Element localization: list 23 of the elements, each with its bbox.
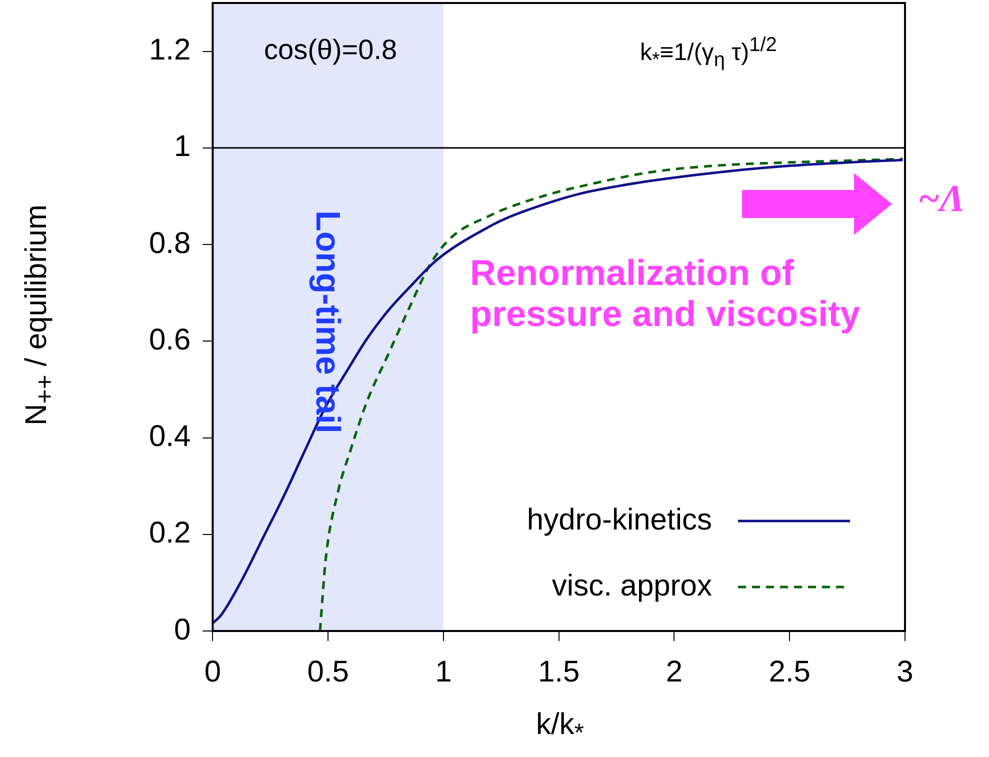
x-tick-label: 0.5 [307,655,349,688]
annotation: cos(θ)=0.8 [264,34,398,66]
x-tick-label: 2.5 [768,655,810,688]
y-tick-label: 1 [174,130,191,164]
line-series [212,158,904,624]
annotation: k$_{*}$≡1/(γ$_{η}$ τ)$^{1/2}$ [640,34,777,72]
annotation: Long-time tail [308,210,347,434]
x-tick-label: 1 [435,655,452,688]
x-tick-label: 0 [204,655,222,688]
legend-label: visc. approx [552,569,712,602]
text: ~Λ [918,178,965,222]
y-tick-label: 0.8 [148,226,191,260]
y-tick-label: 0.2 [148,516,191,550]
y-tick-label: 0.4 [148,420,191,454]
x-tick-label: 3 [896,655,914,688]
y-tick-label: 0.6 [148,323,191,356]
y-tick-label: 0 [174,613,191,646]
annotation: Renormalization of pressure and viscosity [470,252,860,335]
x-axis-title: k/k$_{*}$ [534,708,586,748]
x-tick-label: 2 [666,655,683,688]
x-tick-label: 1.5 [538,655,580,688]
legend-label: hydro-kinetics [526,503,712,536]
y-tick-label: 1.2 [148,34,191,67]
